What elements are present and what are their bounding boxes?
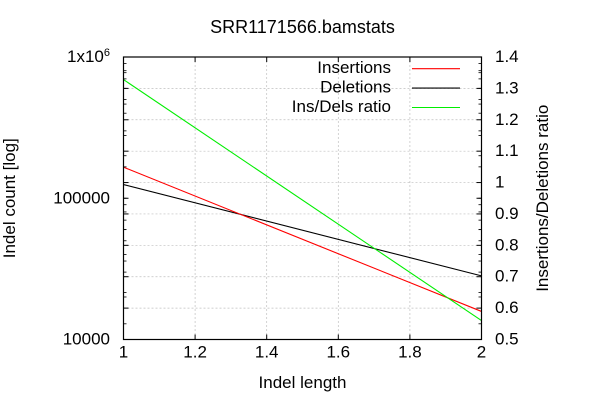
svg-text:Indel count [log]: Indel count [log] xyxy=(0,138,19,258)
svg-text:Insertions/Deletions ratio: Insertions/Deletions ratio xyxy=(533,105,552,292)
svg-text:2: 2 xyxy=(477,343,486,362)
svg-text:1.2: 1.2 xyxy=(183,343,207,362)
svg-text:1.8: 1.8 xyxy=(398,343,422,362)
svg-text:Indel length: Indel length xyxy=(259,373,347,392)
svg-text:0.7: 0.7 xyxy=(495,267,519,286)
svg-text:Deletions: Deletions xyxy=(320,77,391,96)
svg-text:1: 1 xyxy=(495,173,504,192)
svg-text:1.2: 1.2 xyxy=(495,110,519,129)
svg-text:1: 1 xyxy=(119,343,128,362)
svg-text:SRR1171566.bamstats: SRR1171566.bamstats xyxy=(210,17,395,37)
svg-text:Insertions: Insertions xyxy=(317,58,391,77)
svg-text:1.4: 1.4 xyxy=(255,343,279,362)
svg-text:0.8: 0.8 xyxy=(495,235,519,254)
svg-text:0.5: 0.5 xyxy=(495,330,519,349)
svg-text:0.6: 0.6 xyxy=(495,298,519,317)
svg-text:0.9: 0.9 xyxy=(495,204,519,223)
svg-text:1.6: 1.6 xyxy=(326,343,350,362)
svg-text:Ins/Dels ratio: Ins/Dels ratio xyxy=(292,97,391,116)
svg-text:1.1: 1.1 xyxy=(495,141,519,160)
svg-text:10000: 10000 xyxy=(63,330,110,349)
svg-text:1.3: 1.3 xyxy=(495,78,519,97)
svg-text:1.4: 1.4 xyxy=(495,47,519,66)
svg-text:100000: 100000 xyxy=(53,188,110,207)
svg-text:1x106: 1x106 xyxy=(67,47,110,66)
